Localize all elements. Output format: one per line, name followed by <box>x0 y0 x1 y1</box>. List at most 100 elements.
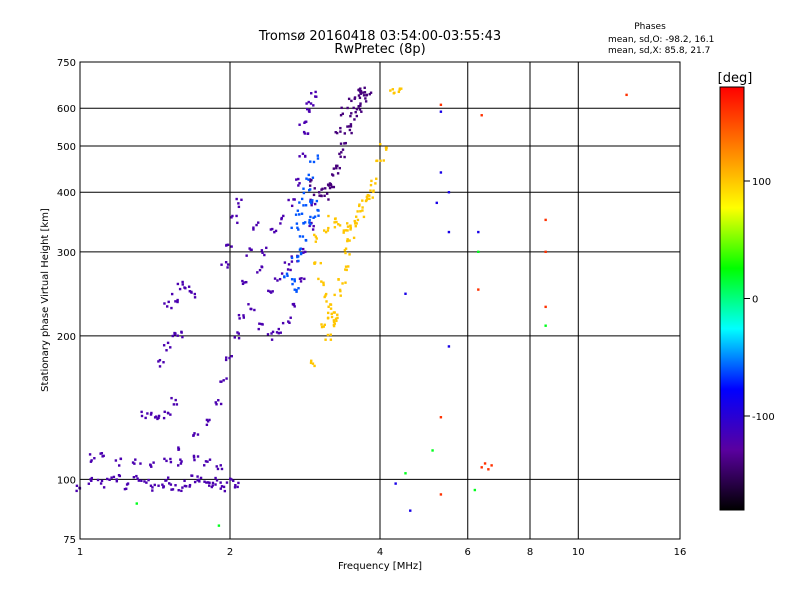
data-point <box>171 488 175 491</box>
data-point <box>270 338 274 341</box>
data-point <box>317 209 320 212</box>
data-point <box>350 112 353 115</box>
data-point <box>290 255 293 258</box>
data-point <box>317 191 321 194</box>
data-point <box>334 131 337 134</box>
data-point <box>322 229 326 232</box>
data-point <box>336 316 339 320</box>
data-point <box>332 167 336 170</box>
data-point <box>222 379 225 382</box>
data-point <box>236 485 239 489</box>
data-point <box>362 94 366 97</box>
data-point <box>487 468 490 471</box>
data-point <box>217 524 221 527</box>
data-point <box>118 474 122 478</box>
data-point <box>332 320 336 324</box>
data-point <box>333 293 336 297</box>
data-point <box>158 358 162 362</box>
data-point <box>162 416 166 420</box>
data-point <box>225 481 229 484</box>
data-point <box>177 489 180 492</box>
data-point <box>165 459 168 463</box>
data-point <box>219 380 222 383</box>
y-tick-labels: 75 100 200 300 400 500 600 750 <box>57 58 76 546</box>
data-point <box>236 221 239 225</box>
data-point <box>147 478 150 482</box>
data-point <box>211 484 214 487</box>
data-point <box>193 432 196 435</box>
data-point <box>327 214 330 218</box>
data-point <box>250 248 253 252</box>
data-point <box>235 197 238 201</box>
data-point <box>297 177 300 181</box>
data-point <box>230 354 233 358</box>
data-point <box>75 484 79 488</box>
data-point <box>342 229 346 232</box>
data-point <box>298 235 302 238</box>
data-point <box>271 290 274 293</box>
data-point <box>298 123 301 126</box>
data-point <box>323 194 326 198</box>
data-point <box>163 410 166 414</box>
data-point <box>339 142 343 145</box>
data-point <box>439 416 443 419</box>
data-point <box>312 216 315 219</box>
data-point <box>333 322 337 325</box>
data-point <box>183 484 187 488</box>
data-point <box>366 193 370 197</box>
data-point <box>293 288 296 291</box>
data-point <box>303 221 307 224</box>
data-point <box>346 238 349 241</box>
data-point <box>193 458 196 462</box>
data-point <box>307 178 310 181</box>
data-point <box>179 462 183 465</box>
data-point <box>314 235 318 238</box>
data-point <box>124 487 128 490</box>
data-point <box>190 291 193 294</box>
data-point <box>313 233 316 237</box>
data-point <box>197 478 201 482</box>
data-point <box>215 479 219 482</box>
data-point <box>349 123 353 126</box>
data-point <box>168 482 171 485</box>
data-point <box>206 481 210 484</box>
data-point <box>192 454 196 458</box>
data-point <box>318 194 321 197</box>
data-point <box>177 448 180 451</box>
data-point <box>330 185 334 189</box>
data-point <box>260 265 264 269</box>
data-point <box>344 265 348 268</box>
data-point <box>269 228 273 231</box>
data-point <box>344 281 347 284</box>
data-point <box>188 483 192 487</box>
data-point <box>295 222 299 225</box>
data-point <box>180 460 183 463</box>
data-point <box>315 199 319 203</box>
data-point <box>149 484 153 487</box>
data-point <box>225 377 228 380</box>
data-point <box>140 479 143 482</box>
data-point <box>348 253 351 256</box>
data-point <box>304 120 307 124</box>
stats-title: Phases <box>634 22 666 32</box>
data-point <box>329 338 333 341</box>
chart-subtitle: RwPretec (8p) <box>334 42 425 57</box>
data-point <box>170 488 173 491</box>
data-point <box>226 266 229 269</box>
data-point <box>335 220 338 224</box>
data-point <box>358 108 362 111</box>
data-point <box>358 203 361 206</box>
data-point <box>243 281 246 284</box>
data-point <box>290 278 294 281</box>
data-point <box>135 502 138 505</box>
data-point <box>379 143 382 146</box>
data-point <box>222 485 226 489</box>
data-point <box>309 102 313 105</box>
data-point <box>439 110 443 113</box>
data-point <box>123 487 127 491</box>
data-point <box>322 325 325 328</box>
data-point <box>311 228 315 231</box>
data-point <box>298 277 302 281</box>
data-point <box>368 197 371 201</box>
data-point <box>305 177 308 180</box>
